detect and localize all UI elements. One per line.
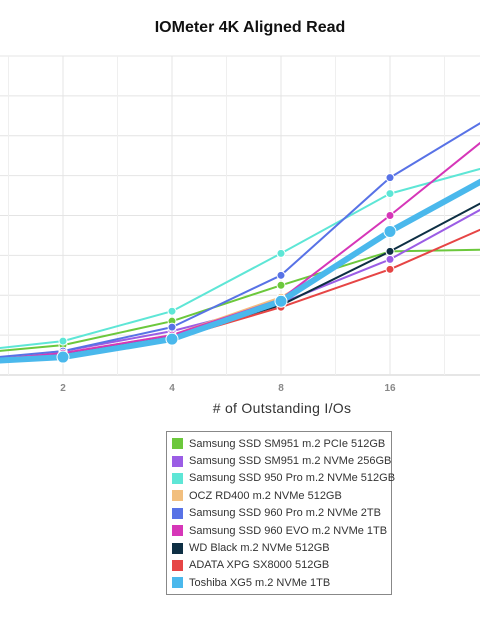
legend-label: Samsung SSD 960 Pro m.2 NVMe 2TB: [189, 507, 381, 520]
legend-label: Toshiba XG5 m.2 NVMe 1TB: [189, 576, 331, 589]
legend-swatch: [172, 525, 183, 537]
x-tick-label: 4: [169, 383, 175, 394]
series-point: [385, 254, 395, 264]
series-point: [385, 246, 395, 256]
series-line: [0, 122, 480, 358]
series-point: [58, 336, 68, 346]
series-point: [167, 306, 177, 316]
legend-label: Samsung SSD 950 Pro m.2 NVMe 512GB: [189, 472, 396, 485]
legend-item: Toshiba XG5 m.2 NVMe 1TB: [172, 574, 391, 591]
legend-label: Samsung SSD 960 EVO m.2 NVMe 1TB: [189, 524, 388, 537]
legend-item: OCZ RD400 m.2 NVMe 512GB: [172, 487, 391, 504]
series-lines: [0, 122, 480, 364]
series-point: [385, 189, 395, 199]
series-line: [0, 167, 480, 350]
series-point: [385, 173, 395, 183]
series-line: [0, 141, 480, 360]
series-point: [56, 350, 70, 364]
x-axis-ticks: 2 4 8 16: [60, 383, 396, 394]
chart-legend: Samsung SSD SM951 m.2 PCIe 512GB Samsung …: [166, 431, 395, 595]
x-tick-label: 2: [60, 383, 66, 394]
legend-item: Samsung SSD 960 EVO m.2 NVMe 1TB: [172, 522, 391, 539]
series-line: [0, 178, 480, 364]
legend-swatch: [172, 472, 183, 484]
legend-item: Samsung SSD SM951 m.2 NVMe 256GB: [172, 452, 391, 469]
series-point: [385, 211, 395, 220]
chart-title: IOMeter 4K Aligned Read: [154, 19, 346, 36]
legend-label: Samsung SSD SM951 m.2 NVMe 256GB: [189, 455, 392, 468]
legend-label: Samsung SSD SM951 m.2 PCIe 512GB: [189, 437, 386, 450]
x-tick-label: 16: [384, 383, 396, 394]
legend-item: Samsung SSD SM951 m.2 PCIe 512GB: [172, 435, 391, 452]
chart-grid: [0, 55, 480, 376]
series-point: [167, 322, 177, 332]
legend-swatch: [172, 490, 183, 502]
legend-swatch: [172, 438, 183, 450]
legend-swatch: [172, 559, 183, 571]
x-axis-label: # of Outstanding I/Os: [213, 400, 352, 416]
legend-label: OCZ RD400 m.2 NVMe 512GB: [189, 489, 342, 502]
x-tick-label: 8: [278, 383, 284, 394]
legend-item: Samsung SSD 960 Pro m.2 NVMe 2TB: [172, 505, 391, 522]
series-point: [274, 294, 288, 308]
legend-swatch: [172, 577, 183, 589]
legend-swatch: [172, 542, 183, 554]
legend-item: Samsung SSD 950 Pro m.2 NVMe 512GB: [172, 470, 395, 487]
series-point: [165, 332, 179, 346]
series-point: [383, 224, 397, 238]
series-point: [385, 264, 395, 274]
series-point: [276, 248, 286, 258]
legend-label: WD Black m.2 NVMe 512GB: [189, 542, 330, 555]
series-points: [56, 173, 397, 364]
legend-swatch: [172, 455, 183, 467]
legend-label: ADATA XPG SX8000 512GB: [189, 559, 330, 572]
series-point: [276, 280, 286, 290]
legend-swatch: [172, 507, 183, 519]
legend-item: WD Black m.2 NVMe 512GB: [172, 539, 391, 556]
series-point: [276, 270, 286, 280]
series-line: [0, 248, 480, 352]
legend-item: ADATA XPG SX8000 512GB: [172, 557, 391, 574]
